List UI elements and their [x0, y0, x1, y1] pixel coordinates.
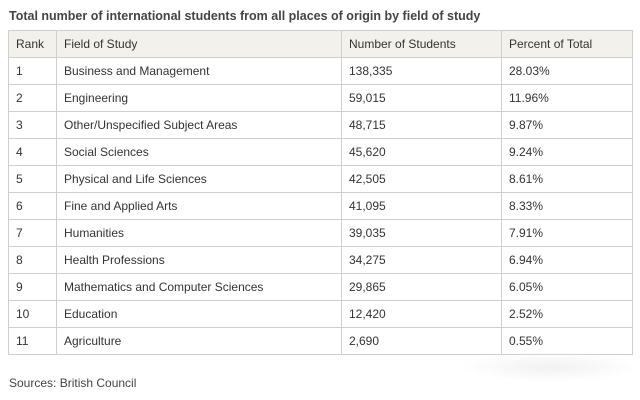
- table-row: 3 Other/Unspecified Subject Areas 48,715…: [8, 111, 633, 139]
- cell-field: Physical and Life Sciences: [56, 165, 342, 193]
- cell-field: Fine and Applied Arts: [56, 192, 342, 220]
- cell-rank: 5: [8, 165, 57, 193]
- cell-students: 138,335: [341, 57, 502, 85]
- cell-students: 41,095: [341, 192, 502, 220]
- header-percent-of-total: Percent of Total: [501, 30, 633, 58]
- cell-rank: 1: [8, 57, 57, 85]
- table-row: 10 Education 12,420 2.52%: [8, 300, 633, 328]
- cell-students: 2,690: [341, 327, 502, 355]
- cell-field: Social Sciences: [56, 138, 342, 166]
- cell-field: Education: [56, 300, 342, 328]
- table-row: 5 Physical and Life Sciences 42,505 8.61…: [8, 165, 633, 193]
- table-row: 6 Fine and Applied Arts 41,095 8.33%: [8, 192, 633, 220]
- cell-rank: 2: [8, 84, 57, 112]
- cell-percent: 8.61%: [501, 165, 633, 193]
- cell-percent: 11.96%: [501, 84, 633, 112]
- table-row: 1 Business and Management 138,335 28.03%: [8, 57, 633, 85]
- cell-field: Engineering: [56, 84, 342, 112]
- cell-rank: 4: [8, 138, 57, 166]
- cell-students: 59,015: [341, 84, 502, 112]
- table-row: 11 Agriculture 2,690 0.55%: [8, 327, 633, 355]
- students-by-field-table: Rank Field of Study Number of Students P…: [8, 30, 633, 355]
- cell-percent: 0.55%: [501, 327, 633, 355]
- cell-students: 29,865: [341, 273, 502, 301]
- table-row: 2 Engineering 59,015 11.96%: [8, 84, 633, 112]
- cell-students: 45,620: [341, 138, 502, 166]
- cell-percent: 28.03%: [501, 57, 633, 85]
- source-note: Sources: British Council: [9, 376, 137, 390]
- cell-percent: 9.87%: [501, 111, 633, 139]
- cell-percent: 9.24%: [501, 138, 633, 166]
- table-row: 9 Mathematics and Computer Sciences 29,8…: [8, 273, 633, 301]
- table-title: Total number of international students f…: [9, 9, 481, 23]
- cell-percent: 6.05%: [501, 273, 633, 301]
- cell-rank: 3: [8, 111, 57, 139]
- cell-percent: 8.33%: [501, 192, 633, 220]
- cell-percent: 6.94%: [501, 246, 633, 274]
- cell-field: Mathematics and Computer Sciences: [56, 273, 342, 301]
- cell-field: Agriculture: [56, 327, 342, 355]
- table-row: 4 Social Sciences 45,620 9.24%: [8, 138, 633, 166]
- cell-students: 42,505: [341, 165, 502, 193]
- cell-rank: 7: [8, 219, 57, 247]
- cell-rank: 8: [8, 246, 57, 274]
- cell-percent: 2.52%: [501, 300, 633, 328]
- cell-field: Humanities: [56, 219, 342, 247]
- header-field-of-study: Field of Study: [56, 30, 342, 58]
- cell-rank: 11: [8, 327, 57, 355]
- cell-students: 39,035: [341, 219, 502, 247]
- header-number-of-students: Number of Students: [341, 30, 502, 58]
- cell-students: 12,420: [341, 300, 502, 328]
- cell-rank: 6: [8, 192, 57, 220]
- table-row: 7 Humanities 39,035 7.91%: [8, 219, 633, 247]
- cell-field: Health Professions: [56, 246, 342, 274]
- cell-rank: 9: [8, 273, 57, 301]
- cell-students: 34,275: [341, 246, 502, 274]
- cell-field: Other/Unspecified Subject Areas: [56, 111, 342, 139]
- table-header-row: Rank Field of Study Number of Students P…: [8, 30, 633, 58]
- cell-field: Business and Management: [56, 57, 342, 85]
- header-rank: Rank: [8, 30, 57, 58]
- cell-percent: 7.91%: [501, 219, 633, 247]
- cell-students: 48,715: [341, 111, 502, 139]
- watermark-fade: [460, 352, 640, 382]
- cell-rank: 10: [8, 300, 57, 328]
- table-row: 8 Health Professions 34,275 6.94%: [8, 246, 633, 274]
